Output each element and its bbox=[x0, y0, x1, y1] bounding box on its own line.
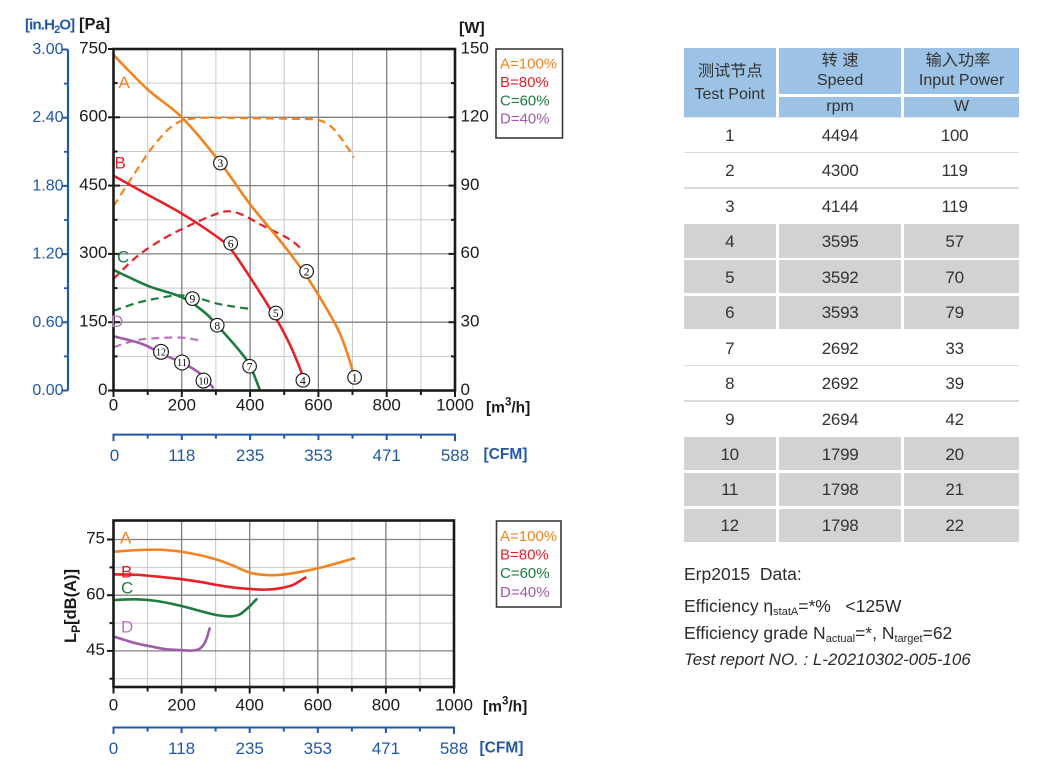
svg-text:C: C bbox=[117, 248, 129, 267]
svg-text:B=80%: B=80% bbox=[500, 547, 549, 564]
svg-text:[in.H2O]: [in.H2O] bbox=[25, 17, 75, 37]
svg-text:600: 600 bbox=[304, 696, 332, 715]
svg-text:0: 0 bbox=[109, 739, 118, 758]
svg-text:235: 235 bbox=[236, 446, 264, 465]
svg-text:800: 800 bbox=[373, 396, 401, 415]
svg-text:600: 600 bbox=[79, 107, 107, 126]
svg-text:A=100%: A=100% bbox=[500, 528, 557, 545]
svg-text:75: 75 bbox=[86, 529, 105, 548]
svg-text:0: 0 bbox=[109, 696, 118, 715]
svg-text:471: 471 bbox=[373, 446, 401, 465]
svg-text:120: 120 bbox=[461, 107, 489, 126]
svg-text:9: 9 bbox=[190, 294, 196, 306]
svg-text:C=60%: C=60% bbox=[500, 92, 550, 109]
svg-text:200: 200 bbox=[168, 396, 196, 415]
svg-text:B: B bbox=[115, 154, 126, 173]
svg-text:2.40: 2.40 bbox=[32, 109, 63, 126]
svg-text:D: D bbox=[121, 618, 133, 637]
svg-text:LP[dB(A)]: LP[dB(A)] bbox=[62, 569, 83, 643]
svg-text:300: 300 bbox=[79, 243, 107, 262]
svg-text:[Pa]: [Pa] bbox=[79, 16, 110, 34]
svg-text:1000: 1000 bbox=[435, 696, 473, 715]
svg-text:588: 588 bbox=[441, 446, 469, 465]
svg-text:1000: 1000 bbox=[436, 396, 474, 415]
svg-text:[W]: [W] bbox=[459, 20, 485, 37]
svg-text:B: B bbox=[121, 563, 132, 582]
svg-text:[CFM]: [CFM] bbox=[480, 740, 524, 757]
svg-text:D=40%: D=40% bbox=[500, 111, 550, 128]
svg-text:600: 600 bbox=[304, 396, 332, 415]
svg-text:0: 0 bbox=[461, 380, 470, 399]
svg-text:235: 235 bbox=[236, 739, 264, 758]
svg-text:A=100%: A=100% bbox=[500, 56, 557, 73]
svg-text:400: 400 bbox=[236, 696, 264, 715]
svg-text:200: 200 bbox=[167, 696, 195, 715]
svg-text:6: 6 bbox=[228, 238, 234, 250]
svg-text:B=80%: B=80% bbox=[500, 74, 549, 91]
svg-text:471: 471 bbox=[372, 739, 400, 758]
svg-text:118: 118 bbox=[168, 739, 195, 758]
svg-text:A: A bbox=[120, 529, 132, 548]
svg-text:150: 150 bbox=[461, 38, 489, 57]
svg-text:0: 0 bbox=[109, 396, 118, 415]
svg-text:8: 8 bbox=[214, 320, 220, 332]
svg-text:C: C bbox=[121, 579, 133, 598]
svg-text:0: 0 bbox=[110, 446, 119, 465]
svg-text:450: 450 bbox=[79, 175, 107, 194]
svg-text:5: 5 bbox=[273, 308, 279, 320]
svg-text:800: 800 bbox=[372, 696, 400, 715]
svg-text:588: 588 bbox=[440, 739, 468, 758]
svg-text:12: 12 bbox=[156, 348, 166, 359]
svg-text:10: 10 bbox=[199, 376, 209, 387]
svg-text:118: 118 bbox=[168, 446, 195, 465]
svg-text:7: 7 bbox=[247, 361, 253, 373]
svg-text:11: 11 bbox=[177, 358, 187, 369]
svg-text:4: 4 bbox=[300, 375, 306, 387]
svg-text:750: 750 bbox=[79, 38, 107, 57]
svg-text:90: 90 bbox=[461, 175, 480, 194]
svg-text:[CFM]: [CFM] bbox=[484, 446, 528, 463]
svg-text:45: 45 bbox=[86, 640, 105, 659]
svg-text:0.60: 0.60 bbox=[32, 314, 63, 331]
svg-text:3.00: 3.00 bbox=[32, 41, 63, 58]
svg-text:3: 3 bbox=[218, 158, 224, 170]
svg-text:60: 60 bbox=[461, 243, 480, 262]
svg-text:150: 150 bbox=[79, 312, 107, 331]
svg-text:D=40%: D=40% bbox=[500, 584, 550, 601]
svg-text:60: 60 bbox=[86, 584, 105, 603]
svg-text:1.20: 1.20 bbox=[32, 246, 63, 263]
svg-text:2: 2 bbox=[304, 266, 310, 278]
svg-text:[m3/h]: [m3/h] bbox=[483, 696, 527, 716]
svg-text:353: 353 bbox=[304, 446, 332, 465]
svg-text:1: 1 bbox=[352, 372, 358, 384]
svg-text:353: 353 bbox=[304, 739, 332, 758]
svg-text:[m3/h]: [m3/h] bbox=[486, 397, 530, 417]
svg-text:30: 30 bbox=[461, 312, 480, 331]
svg-text:1.80: 1.80 bbox=[32, 177, 63, 194]
svg-text:D: D bbox=[111, 312, 123, 331]
svg-text:0: 0 bbox=[98, 380, 107, 399]
svg-text:0.00: 0.00 bbox=[32, 382, 63, 399]
svg-text:400: 400 bbox=[236, 396, 264, 415]
svg-text:C=60%: C=60% bbox=[500, 565, 550, 582]
svg-text:A: A bbox=[119, 73, 131, 92]
